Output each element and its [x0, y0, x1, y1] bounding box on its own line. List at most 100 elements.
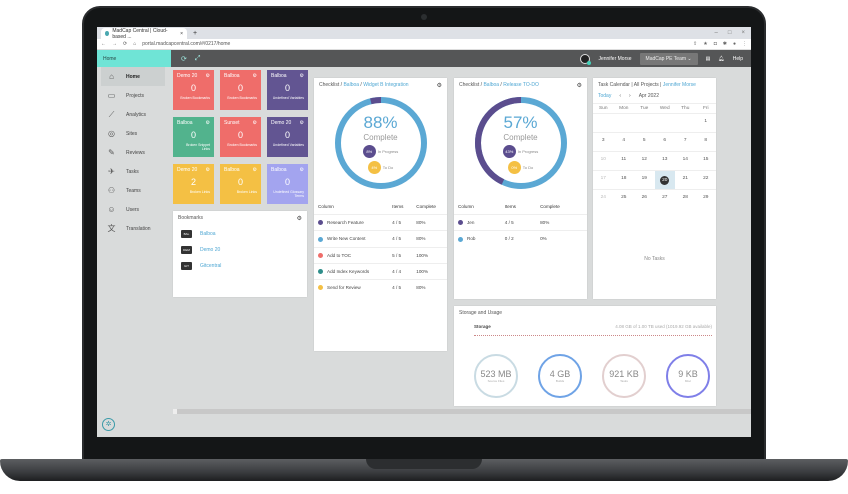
calendar-day-today[interactable]: 20	[654, 170, 675, 189]
gear-icon[interactable]: ⚙	[205, 120, 210, 126]
project-link[interactable]: Balboa	[343, 82, 360, 88]
sidebar-item-projects[interactable]: ▭ Projects	[97, 86, 169, 105]
maximize-icon[interactable]: □	[727, 30, 732, 36]
bell-icon[interactable]: 🔔︎	[718, 55, 725, 62]
calendar-day[interactable]: 8	[695, 132, 716, 151]
widget-tile[interactable]: Balboa ⚙ 0 Undefined Variables	[267, 70, 308, 110]
madcap-logo-icon[interactable]: ✲	[102, 418, 115, 431]
avatar[interactable]	[580, 53, 592, 65]
bookmark-item[interactable]: DEM Demo 20	[173, 242, 307, 258]
horizontal-scrollbar[interactable]	[173, 409, 751, 414]
expand-icon[interactable]: ⤢	[194, 54, 201, 62]
brand-home[interactable]: Home	[97, 50, 171, 67]
sidebar-item-analytics[interactable]: ⟋ Analytics	[97, 105, 169, 124]
sidebar-item-teams[interactable]: ⚇ Teams	[97, 181, 169, 200]
sidebar-item-tasks[interactable]: ✈ Tasks	[97, 162, 169, 181]
checklist-link[interactable]: Widget B Integration	[363, 82, 409, 88]
bookmark-item[interactable]: GIT Gitcentral	[173, 258, 307, 274]
calendar-day[interactable]: 5	[634, 132, 655, 151]
close-tab-icon[interactable]: ×	[180, 30, 183, 37]
gear-icon[interactable]: ⚙	[252, 167, 257, 173]
gear-icon[interactable]: ⚙	[436, 83, 442, 89]
today-button[interactable]: Today	[598, 93, 612, 99]
table-row[interactable]: Rob 0 / 2 0%	[454, 230, 587, 247]
project-link[interactable]: Balboa	[483, 82, 500, 88]
close-window-icon[interactable]: ×	[741, 30, 745, 36]
widget-tile[interactable]: Balboa ⚙ 0 Broken Bookmarks	[220, 70, 261, 110]
table-row[interactable]: Add to TOC 5 / 5 100%	[314, 246, 447, 264]
calendar-day[interactable]: 3	[593, 132, 614, 151]
calendar-day[interactable]: 18	[613, 170, 634, 189]
profile-icon[interactable]: ●	[732, 41, 736, 47]
gear-icon[interactable]: ⚙	[299, 120, 304, 126]
calendar-day[interactable]: 19	[634, 170, 655, 189]
calendar-day[interactable]	[613, 113, 634, 132]
calendar-day[interactable]: 4	[613, 132, 634, 151]
calendar-day[interactable]: 25	[613, 189, 634, 208]
gear-icon[interactable]: ⚙	[252, 73, 257, 79]
calendar-day[interactable]: 7	[675, 132, 696, 151]
calendar-day[interactable]: 10	[593, 151, 614, 170]
calendar-day[interactable]: 29	[695, 189, 716, 208]
gear-icon[interactable]: ⚙	[296, 216, 302, 222]
calendar-day[interactable]: 28	[675, 189, 696, 208]
gear-icon[interactable]: ⚙	[576, 83, 582, 89]
share-icon[interactable]: ⇪	[693, 41, 698, 47]
user-name[interactable]: Jennifer Morse	[598, 55, 632, 62]
star-icon[interactable]: ★	[703, 41, 708, 47]
bookmark-item[interactable]: BAL Balboa	[173, 226, 307, 242]
widget-tile[interactable]: Demo 20 ⚙ 0 Undefined Variables	[267, 117, 308, 157]
minimize-icon[interactable]: –	[714, 30, 718, 36]
extension-icon[interactable]: ◘	[713, 41, 717, 47]
calendar-day[interactable]: 13	[654, 151, 675, 170]
calendar-day[interactable]: 24	[593, 189, 614, 208]
calendar-day[interactable]: 26	[634, 189, 655, 208]
bookmark-link[interactable]: Demo 20	[200, 247, 221, 253]
sidebar-item-users[interactable]: ☺ Users	[97, 200, 169, 219]
calendar-day[interactable]	[654, 113, 675, 132]
sidebar-item-sites[interactable]: ◎ Sites	[97, 124, 169, 143]
table-row[interactable]: Jen 4 / 5 80%	[454, 213, 587, 231]
calendar-day[interactable]: 22	[695, 170, 716, 189]
table-row[interactable]: Research Feature 4 / 5 80%	[314, 213, 447, 231]
checklist-link[interactable]: Release TO-DO	[503, 82, 539, 88]
table-row[interactable]: Add Index Keywords 4 / 4 100%	[314, 262, 447, 280]
gear-icon[interactable]: ⚙	[299, 73, 304, 79]
calendar-day[interactable]: 6	[654, 132, 675, 151]
calendar-day[interactable]: 1	[695, 113, 716, 132]
url-input[interactable]: portal.madcapcentral.com/#/0217/home	[142, 41, 231, 47]
new-tab-button[interactable]: +	[193, 30, 198, 37]
refresh-icon[interactable]: ⟳	[181, 55, 187, 63]
calendar-day[interactable]: 27	[654, 189, 675, 208]
calendar-day[interactable]: 15	[695, 151, 716, 170]
menu-icon[interactable]: ⋮	[742, 41, 747, 47]
puzzle-icon[interactable]: ✱	[722, 41, 727, 47]
sidebar-item-translation[interactable]: 文 Translation	[97, 219, 169, 238]
home-icon[interactable]: ⌂	[133, 41, 137, 47]
calendar-day[interactable]	[675, 113, 696, 132]
calendar-day[interactable]: 14	[675, 151, 696, 170]
prev-month-icon[interactable]: ‹	[619, 93, 622, 99]
gear-icon[interactable]: ⚙	[299, 167, 304, 173]
table-row[interactable]: Write New Content 4 / 5 80%	[314, 230, 447, 248]
browser-tab[interactable]: MadCap Central | Cloud-based ... ×	[101, 28, 187, 40]
table-row[interactable]: Send for Review 4 / 5 80%	[314, 279, 447, 296]
bookmark-link[interactable]: Balboa	[200, 231, 216, 237]
calendar-day[interactable]	[593, 113, 614, 132]
gear-icon[interactable]: ⚙	[205, 73, 210, 79]
calendar-day[interactable]: 12	[634, 151, 655, 170]
widget-tile[interactable]: Balboa ⚙ 0 Undefined Glossary Terms	[267, 164, 308, 204]
calendar-day[interactable]: 21	[675, 170, 696, 189]
calendar-day[interactable]: 17	[593, 170, 614, 189]
inbox-icon[interactable]: ▤	[705, 55, 711, 62]
calendar-day[interactable]: 11	[613, 151, 634, 170]
widget-tile[interactable]: Sunset ⚙ 0 Broken Bookmarks	[220, 117, 261, 157]
widget-tile[interactable]: Demo 20 ⚙ 2 Broken Links	[173, 164, 214, 204]
gear-icon[interactable]: ⚙	[252, 120, 257, 126]
calendar-day[interactable]	[634, 113, 655, 132]
sidebar-item-home[interactable]: ⌂ Home	[101, 67, 165, 86]
next-month-icon[interactable]: ›	[629, 93, 631, 99]
widget-tile[interactable]: Balboa ⚙ 0 Broken Links	[220, 164, 261, 204]
team-select[interactable]: MadCap PE Team ⌄	[639, 52, 698, 65]
widget-tile[interactable]: Balboa ⚙ 0 Broken Snippet Links	[173, 117, 214, 157]
